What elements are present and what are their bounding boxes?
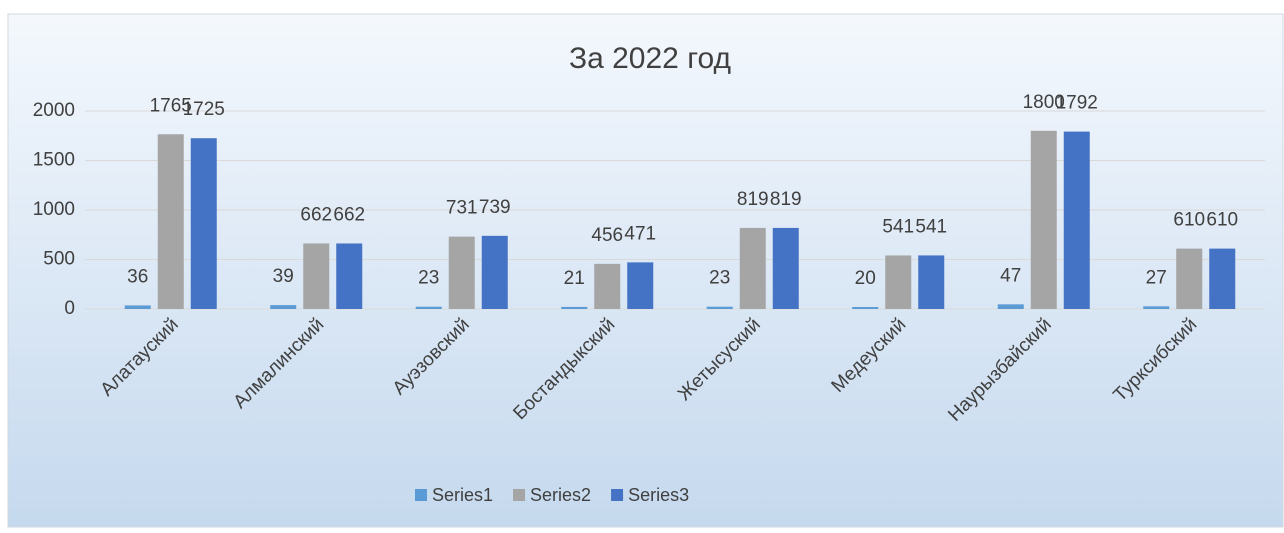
bar: [1063, 131, 1090, 309]
data-label: 662: [300, 204, 332, 225]
data-label: 47: [1000, 265, 1021, 286]
data-label: 1792: [1056, 93, 1098, 114]
data-label: 21: [564, 268, 585, 289]
bar: [303, 243, 330, 309]
data-label: 1800: [1023, 92, 1065, 113]
legend-swatch: [611, 489, 624, 501]
data-label: 662: [333, 204, 365, 225]
data-label: 456: [591, 225, 623, 246]
legend-label: Series1: [432, 485, 493, 505]
y-tick-label: 1000: [33, 199, 75, 220]
data-label: 20: [855, 268, 876, 289]
data-label: 731: [446, 198, 478, 219]
bar: [885, 255, 912, 309]
bar: [124, 305, 151, 309]
y-tick-label: 1500: [33, 150, 75, 171]
bar: [1209, 248, 1236, 309]
data-label: 610: [1206, 210, 1238, 231]
data-label: 23: [418, 268, 439, 289]
data-label: 1765: [150, 95, 192, 116]
data-label: 541: [882, 216, 914, 237]
data-label: 471: [624, 223, 656, 244]
legend-label: Series2: [530, 485, 591, 505]
y-tick-label: 500: [43, 249, 75, 270]
bar: [772, 227, 799, 309]
data-label: 819: [737, 189, 769, 210]
bar: [448, 236, 475, 309]
bar: [918, 255, 945, 309]
data-label: 610: [1173, 210, 1205, 231]
bar: [1143, 306, 1170, 309]
bar: [1030, 130, 1057, 309]
bar: [627, 262, 654, 309]
bar: [481, 235, 508, 309]
bar: [561, 306, 588, 309]
y-tick-label: 2000: [33, 100, 75, 121]
data-label: 39: [273, 266, 294, 287]
bar: [1176, 248, 1203, 309]
data-label: 36: [127, 266, 148, 287]
data-label: 1725: [183, 99, 225, 120]
data-label: 27: [1146, 267, 1167, 288]
bar: [594, 263, 621, 309]
data-label: 819: [770, 189, 802, 210]
bar: [336, 243, 363, 309]
y-tick-label: 0: [64, 298, 75, 319]
bar: [190, 138, 217, 309]
bar: [997, 304, 1024, 309]
chart-title: За 2022 год: [569, 42, 731, 75]
legend-swatch: [415, 489, 427, 501]
legend-label: Series3: [628, 485, 689, 505]
data-label: 541: [915, 216, 947, 237]
bar: [739, 227, 766, 309]
data-label: 739: [479, 197, 511, 218]
bar: [270, 305, 297, 309]
bar: [706, 306, 733, 309]
data-label: 23: [709, 268, 730, 289]
legend-swatch: [513, 489, 526, 501]
bar: [415, 306, 442, 309]
bar: [852, 307, 879, 309]
bar: [157, 134, 184, 309]
